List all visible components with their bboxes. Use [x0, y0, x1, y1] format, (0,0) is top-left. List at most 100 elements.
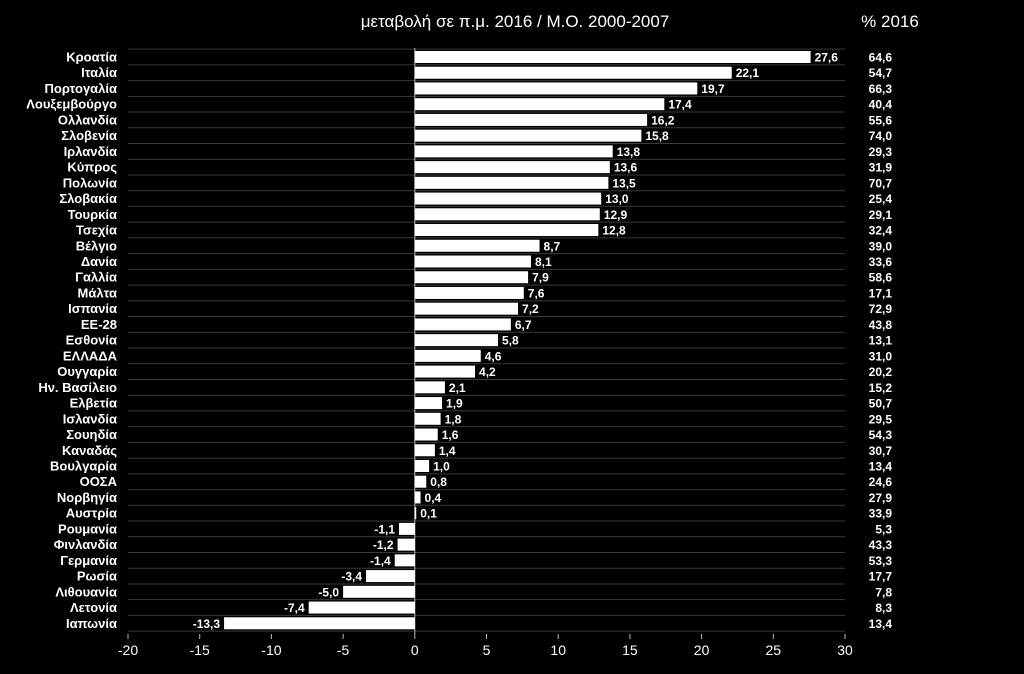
category-label: Βουλγαρία [50, 458, 117, 473]
category-label: Φινλανδία [54, 537, 117, 552]
bar [414, 491, 421, 504]
bar [414, 208, 600, 221]
category-label: Νορβηγία [57, 490, 117, 505]
data-label: 1,6 [442, 428, 459, 442]
data-label: 0,8 [430, 475, 447, 489]
data-label: 13,6 [614, 161, 638, 175]
percent-2016-label: 27,9 [869, 491, 893, 505]
data-label: 8,7 [544, 239, 561, 253]
category-label: Δανία [81, 254, 117, 269]
bar [414, 365, 476, 378]
category-label: Ολλανδία [58, 112, 117, 127]
category-label: Ιρλανδία [64, 144, 117, 159]
category-label: Πορτογαλία [45, 81, 117, 96]
bar [414, 224, 599, 237]
percent-2016-label: 31,9 [869, 161, 893, 175]
chart-title: μεταβολή σε π.μ. 2016 / Μ.Ο. 2000-2007 [361, 12, 670, 31]
percent-2016-label: 29,3 [869, 145, 893, 159]
data-label: 0,1 [420, 507, 437, 521]
data-label: 4,6 [485, 349, 502, 363]
percent-2016-label: 32,4 [869, 224, 893, 238]
data-label: 16,2 [651, 113, 675, 127]
x-tick-label: -10 [261, 642, 281, 658]
bar [366, 570, 415, 583]
category-label: Ρωσία [77, 569, 117, 584]
category-label: Ισλανδία [63, 411, 117, 426]
bar [414, 397, 443, 410]
data-label: 4,2 [479, 365, 496, 379]
data-label: 2,1 [449, 381, 466, 395]
data-label: 1,9 [446, 397, 463, 411]
bar [414, 334, 498, 347]
percent-2016-label: 33,9 [869, 507, 893, 521]
category-label: Ουγγαρία [57, 364, 117, 379]
data-label: 1,0 [433, 459, 450, 473]
category-label: ΕΛΛΑΔΑ [63, 348, 118, 363]
percent-2016-label: 7,8 [875, 585, 892, 599]
category-label: Ελβετία [70, 396, 117, 411]
category-label: Αυστρία [66, 506, 117, 521]
category-label: Σλοβενία [61, 128, 117, 143]
category-label: Μάλτα [78, 285, 117, 300]
bar [308, 601, 415, 614]
data-label: -7,4 [284, 601, 305, 615]
data-label: 27,6 [815, 51, 839, 65]
data-label: 8,1 [535, 255, 552, 269]
percent-2016-label: 55,6 [869, 113, 893, 127]
bar [414, 302, 519, 315]
bar [414, 129, 642, 142]
category-label: Ισπανία [68, 301, 117, 316]
data-label: 12,9 [604, 208, 628, 222]
category-label: Πολωνία [63, 175, 117, 190]
labels: Κροατία 27,6 64,6 Ιταλία 22,1 54,7 Πορτογαλία 1… [26, 50, 892, 631]
category-label: Ην. Βασίλειο [38, 380, 117, 395]
bar [394, 554, 415, 567]
x-tick-label: 0 [411, 642, 419, 658]
percent-2016-label: 58,6 [869, 271, 893, 285]
x-tick-label: 20 [694, 642, 710, 658]
bar [414, 82, 698, 95]
data-label: 12,8 [602, 224, 626, 238]
x-tick-label: 10 [550, 642, 566, 658]
percent-2016-label: 30,7 [869, 444, 893, 458]
bar [414, 412, 441, 425]
category-label: Ιαπωνία [66, 616, 117, 631]
category-label: ΟΟΣΑ [80, 474, 118, 489]
data-label: 7,9 [532, 271, 549, 285]
x-tick-label: 15 [622, 642, 638, 658]
percent-2016-label: 43,8 [869, 318, 893, 332]
bar [414, 381, 445, 394]
bar [414, 349, 481, 362]
data-label: 15,8 [645, 129, 669, 143]
data-label: 0,4 [425, 491, 442, 505]
percent-2016-label: 72,9 [869, 302, 893, 316]
category-label: Σουηδία [66, 427, 117, 442]
category-label: Τουρκία [68, 207, 117, 222]
bar [414, 286, 524, 299]
data-label: 7,6 [528, 286, 545, 300]
bar [397, 538, 415, 551]
data-label: 6,7 [515, 318, 532, 332]
percent-2016-label: 74,0 [869, 129, 893, 143]
data-label: -1,1 [374, 522, 395, 536]
data-label: -5,0 [318, 585, 339, 599]
x-tick-label: -20 [118, 642, 138, 658]
bar [414, 66, 732, 79]
percent-2016-label: 13,4 [869, 459, 893, 473]
bar [414, 192, 602, 205]
data-label: 5,8 [502, 334, 519, 348]
x-tick-label: 25 [766, 642, 782, 658]
bar [414, 428, 438, 441]
data-label: 17,4 [668, 98, 692, 112]
data-label: 13,8 [617, 145, 641, 159]
bar [414, 113, 648, 126]
percent-2016-label: 66,3 [869, 82, 893, 96]
category-label: Λουξεμβούργο [26, 97, 117, 112]
category-label: Γερμανία [60, 553, 117, 568]
x-tick-label: 5 [483, 642, 491, 658]
data-label: 19,7 [701, 82, 725, 96]
percent-2016-label: 54,7 [869, 66, 893, 80]
bar [399, 522, 415, 535]
